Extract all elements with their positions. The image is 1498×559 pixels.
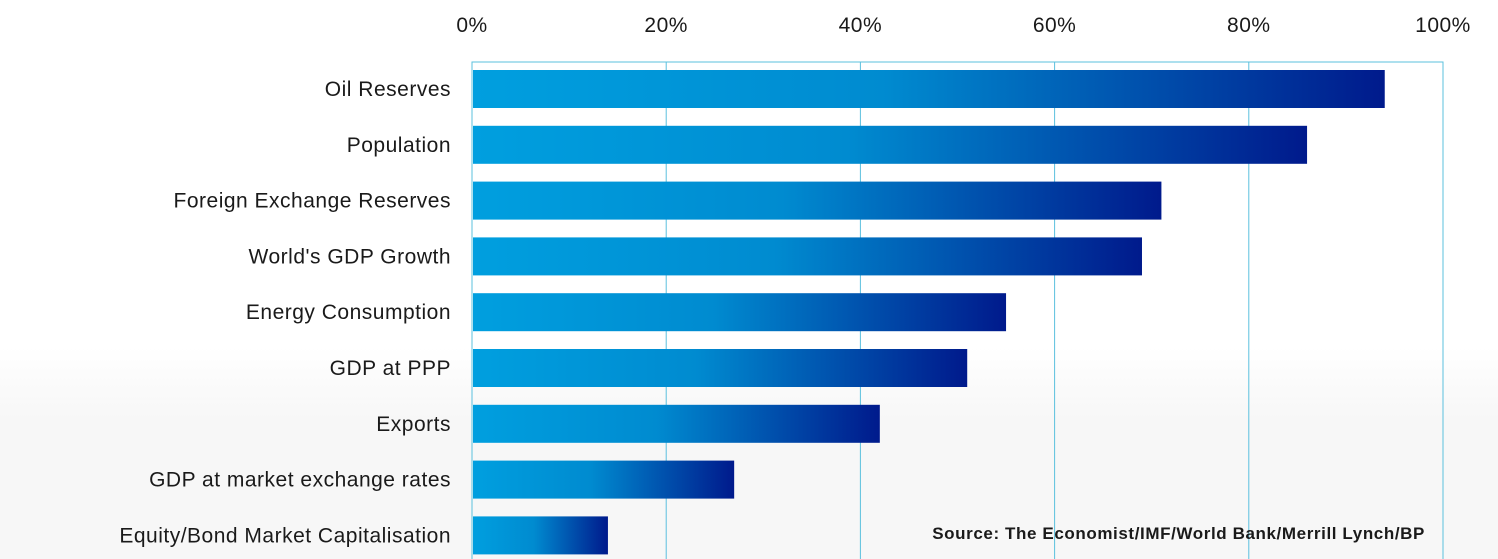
category-label: Equity/Bond Market Capitalisation — [119, 524, 451, 547]
x-tick-label: 20% — [644, 14, 688, 37]
bar — [473, 516, 608, 555]
bar — [473, 460, 735, 499]
category-labels: Oil Reserves Population Foreign Exchange R… — [119, 78, 451, 547]
category-label: Foreign Exchange Reserves — [174, 190, 451, 213]
x-tick-label: 60% — [1033, 14, 1077, 37]
category-label: Energy Consumption — [246, 301, 451, 324]
x-tick-label: 40% — [839, 14, 883, 37]
bar — [473, 404, 880, 443]
x-axis-ticks: 0% 20% 40% 60% 80% 100% — [456, 14, 1471, 37]
bar — [473, 70, 1385, 108]
bar — [473, 125, 1308, 164]
source-annotation: Source: The Economist/IMF/World Bank/Mer… — [932, 524, 1425, 543]
category-label: GDP at PPP — [330, 357, 451, 380]
bar — [473, 349, 968, 387]
category-label: GDP at market exchange rates — [149, 469, 451, 492]
x-tick-label: 0% — [456, 14, 487, 37]
bar — [473, 237, 1142, 276]
x-tick-label: 100% — [1415, 14, 1471, 37]
category-label: Oil Reserves — [325, 78, 451, 101]
bars — [473, 70, 1385, 555]
bar — [473, 293, 1007, 332]
bar — [473, 181, 1162, 220]
x-tick-label: 80% — [1227, 14, 1271, 37]
category-label: Population — [347, 134, 451, 157]
category-label: Exports — [376, 413, 451, 436]
category-label: World's GDP Growth — [249, 245, 451, 268]
